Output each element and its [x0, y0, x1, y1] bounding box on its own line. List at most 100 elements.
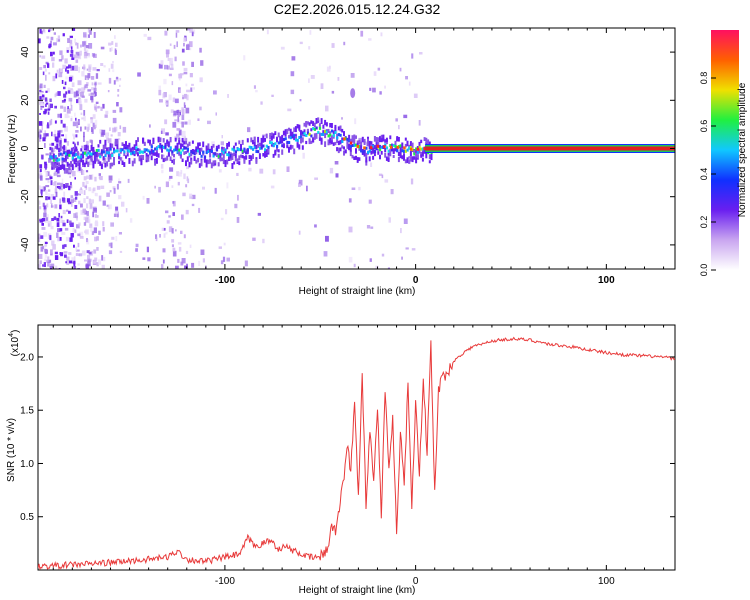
band-cell — [143, 148, 146, 152]
speckle — [66, 108, 71, 114]
band-cell — [360, 141, 363, 146]
band-cell — [116, 149, 119, 153]
speckle — [72, 141, 75, 144]
speckle — [65, 66, 70, 69]
speckle — [90, 117, 93, 120]
speckle — [52, 244, 56, 250]
band-cell — [385, 146, 389, 150]
band-cell — [183, 151, 186, 155]
speckle — [78, 222, 81, 226]
speckle — [184, 93, 188, 99]
speckle — [108, 42, 112, 46]
band-cell — [332, 133, 335, 137]
speckle — [67, 201, 72, 205]
speckle — [354, 118, 357, 125]
speckle — [38, 237, 41, 242]
band-cell — [145, 158, 148, 163]
band-cell — [276, 146, 278, 150]
speckle — [411, 248, 416, 251]
speckle — [117, 137, 121, 141]
band-cell — [59, 144, 62, 148]
speckle — [94, 192, 97, 196]
speckle — [61, 100, 66, 103]
speckle — [54, 251, 58, 255]
speckle — [186, 176, 189, 182]
speckle — [87, 89, 92, 92]
band-cell — [92, 164, 95, 169]
band-cell — [90, 156, 93, 162]
band-cell — [95, 149, 98, 152]
band-cell — [245, 155, 248, 160]
band-cell — [152, 137, 155, 142]
band-cell — [325, 130, 328, 134]
speckle — [81, 87, 85, 93]
band-cell — [385, 137, 388, 142]
band-cell — [205, 159, 208, 164]
band-cell — [384, 139, 387, 143]
band-cell — [308, 132, 311, 136]
band-cell — [365, 152, 368, 158]
speckle — [373, 71, 377, 76]
band-cell — [164, 142, 167, 148]
speckle — [66, 168, 70, 174]
speckle — [218, 169, 222, 173]
speckle — [121, 201, 125, 207]
band-cell — [58, 162, 60, 167]
band-cell — [379, 144, 381, 149]
speckle — [88, 252, 92, 255]
band-cell — [425, 152, 428, 159]
band-cell — [367, 136, 369, 141]
speckle — [63, 98, 66, 102]
band-cell — [209, 152, 212, 158]
band-cell — [166, 155, 169, 161]
band-cell — [157, 137, 160, 141]
speckle — [40, 87, 43, 90]
band-cell — [373, 151, 376, 157]
band-cell — [123, 150, 126, 154]
speckle — [101, 129, 106, 136]
band-cell — [355, 143, 358, 147]
band-cell — [368, 140, 371, 147]
band-cell — [318, 126, 322, 130]
speckle — [63, 184, 65, 189]
band-cell — [394, 147, 397, 152]
band-cell — [269, 141, 272, 144]
speckle — [198, 260, 201, 266]
band-cell — [428, 141, 431, 145]
band-cell — [100, 163, 103, 170]
band-cell — [279, 140, 282, 144]
band-cell — [291, 135, 294, 139]
speckle — [220, 141, 224, 146]
band-cell — [178, 148, 181, 152]
speckle — [180, 169, 183, 175]
speckle — [71, 57, 75, 60]
band-cell — [269, 135, 272, 140]
band-cell — [243, 156, 246, 162]
speckle — [50, 36, 54, 41]
speckle — [60, 215, 63, 219]
speckle — [49, 120, 52, 126]
speckle — [218, 246, 222, 249]
speckle — [43, 84, 46, 88]
band-cell — [126, 152, 129, 157]
band-cell — [85, 153, 88, 157]
band-cell — [224, 148, 227, 152]
x-tick-label: -100 — [215, 275, 235, 286]
speckle — [39, 67, 43, 70]
band-cell — [179, 152, 182, 158]
speckle — [164, 64, 168, 70]
speckle — [49, 103, 53, 108]
speckle — [314, 224, 317, 228]
speckle — [39, 175, 43, 181]
speckle — [88, 43, 93, 49]
band-cell — [240, 154, 242, 158]
band-cell — [353, 156, 356, 160]
speckle — [181, 214, 184, 220]
band-cell — [404, 159, 407, 164]
band-cell — [88, 150, 91, 154]
speckle — [48, 29, 51, 33]
speckle — [317, 269, 319, 273]
speckle — [170, 63, 174, 70]
band-cell — [404, 143, 407, 148]
speckle — [70, 195, 74, 199]
